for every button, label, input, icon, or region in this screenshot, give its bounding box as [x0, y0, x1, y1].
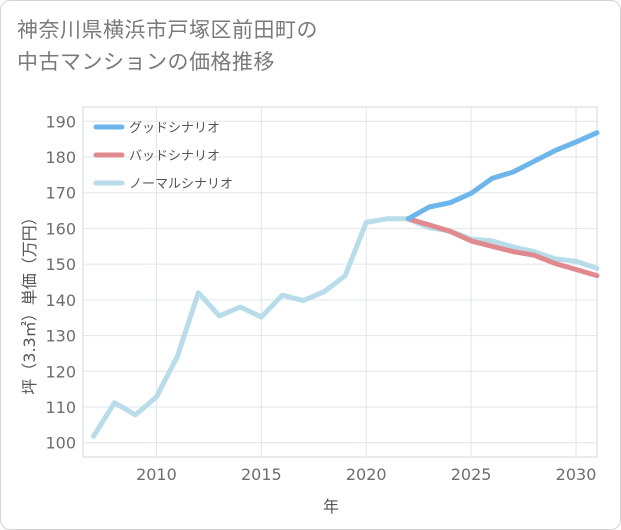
tick-labels: 100 110 120 130 140 150 160 170 180 190 2010 2015 20…	[45, 112, 596, 484]
chart-title-line2: 中古マンションの価格推移	[17, 50, 275, 74]
y-tick-label: 190	[45, 112, 76, 131]
legend-label-2: ノーマルシナリオ	[129, 177, 233, 192]
y-tick-label: 100	[45, 434, 76, 453]
chart-title: 神奈川県横浜市戸塚区前田町の 中古マンションの価格推移	[17, 14, 577, 78]
y-tick-label: 160	[45, 219, 76, 238]
plot-frame	[82, 106, 598, 458]
x-tick-label: 2010	[136, 465, 177, 484]
x-tick-label: 2020	[346, 465, 387, 484]
y-tick-label: 130	[45, 327, 76, 346]
legend-label-0: グッドシナリオ	[129, 121, 220, 136]
x-tick-label: 2015	[241, 465, 282, 484]
y-tick-label: 120	[45, 362, 76, 381]
x-axis-label: 年	[323, 497, 339, 516]
y-tick-label: 150	[45, 255, 76, 274]
x-tick-label: 2030	[556, 465, 597, 484]
series-line-1	[405, 216, 600, 279]
x-tick-label: 2025	[451, 465, 492, 484]
chart-title-line1: 神奈川県横浜市戸塚区前田町の	[17, 18, 318, 42]
legend-label-1: バッドシナリオ	[129, 149, 220, 164]
series-line-0	[405, 130, 600, 222]
series-line-2	[91, 216, 600, 439]
y-tick-label: 180	[45, 148, 76, 167]
series-lines	[91, 130, 600, 439]
y-tick-label: 140	[45, 291, 76, 310]
y-tick-label: 170	[45, 184, 76, 203]
y-axis-label: 坪（3.3㎡）単価（万円）	[20, 209, 39, 394]
y-tick-label: 110	[45, 398, 76, 417]
